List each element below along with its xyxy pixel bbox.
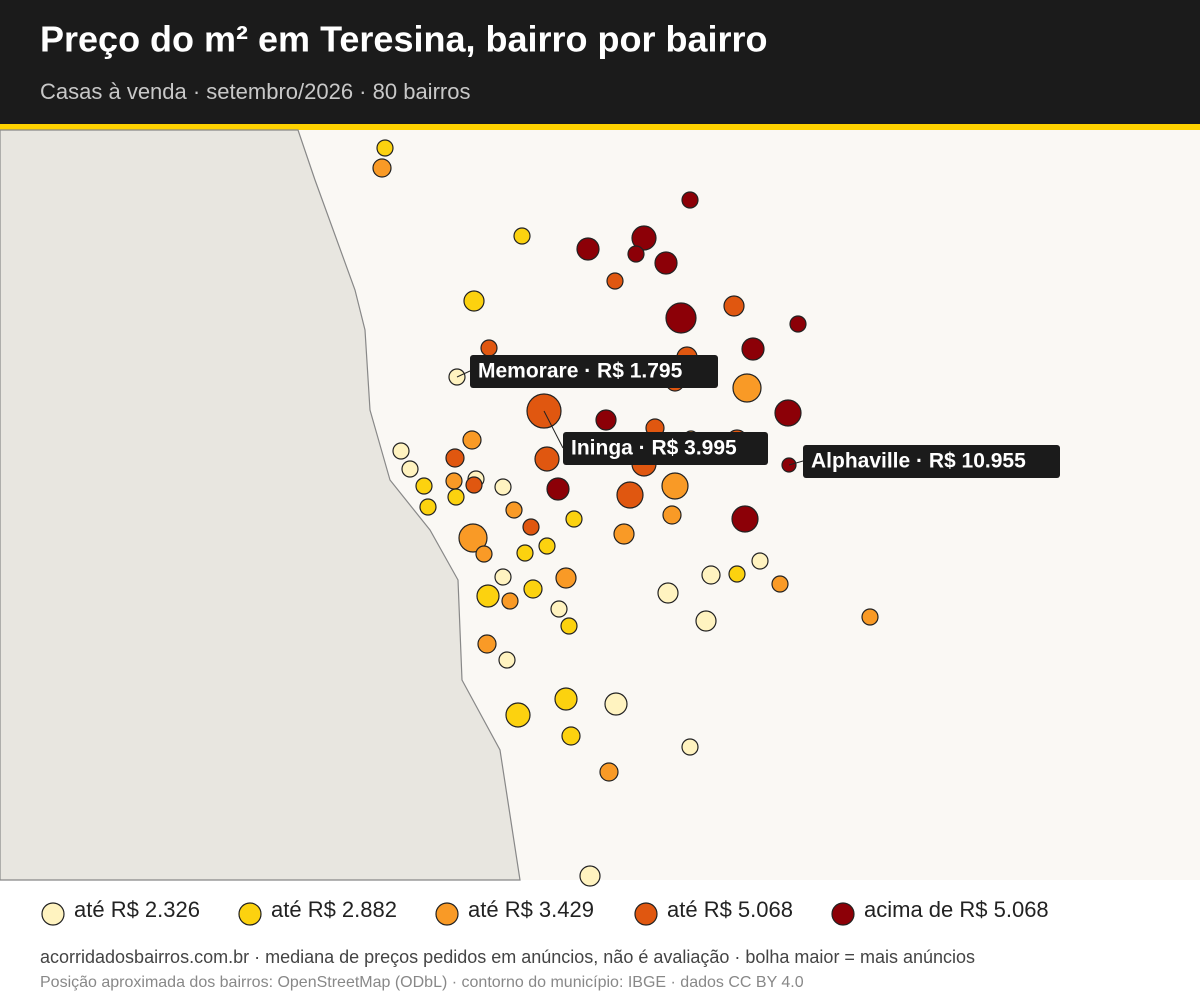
bubbles — [372, 139, 879, 887]
annotation-label: Ininga · R$ 3.995 — [571, 437, 737, 460]
bubble — [462, 430, 482, 450]
label-box — [803, 445, 1060, 478]
subtitle: Casas à venda · setembro/2026 · 80 bairr… — [40, 79, 470, 104]
legend-label: até R$ 2.326 — [74, 897, 200, 922]
bubble — [534, 446, 560, 472]
footer-source: acorridadosbairros.com.br · mediana de p… — [40, 947, 975, 967]
bubble — [560, 617, 578, 635]
legend-label: acima de R$ 5.068 — [864, 897, 1049, 922]
leader-line — [543, 410, 564, 449]
legend-swatch — [435, 902, 459, 926]
legend-swatch — [831, 902, 855, 926]
bubble — [538, 537, 556, 555]
legend-swatch — [41, 902, 65, 926]
bubble — [476, 584, 500, 608]
bubble — [723, 295, 745, 317]
legend-label: até R$ 2.882 — [271, 897, 397, 922]
bubble — [774, 399, 802, 427]
leader-line — [456, 370, 471, 378]
bubble — [494, 478, 512, 496]
bubble — [516, 544, 534, 562]
bubble — [616, 481, 644, 509]
bubble — [732, 373, 762, 403]
bubble — [498, 651, 516, 669]
outside-area — [0, 129, 521, 881]
bubble — [415, 477, 433, 495]
annotation-label: Memorare · R$ 1.795 — [478, 360, 683, 383]
bubble — [445, 448, 465, 468]
label-box — [470, 355, 718, 388]
bubble — [480, 339, 498, 357]
bubble — [631, 225, 657, 251]
bubble — [561, 726, 581, 746]
bubble — [419, 498, 437, 516]
bubble — [681, 738, 699, 756]
bubble — [447, 488, 465, 506]
bubble — [661, 472, 689, 500]
header-accent — [0, 124, 1200, 130]
bubble — [372, 158, 392, 178]
bubble — [463, 290, 485, 312]
legend-label: até R$ 3.429 — [468, 897, 594, 922]
bubble — [604, 692, 628, 716]
bubble — [695, 610, 717, 632]
bubble — [681, 191, 699, 209]
bubble — [401, 460, 419, 478]
legend-swatch — [634, 902, 658, 926]
bubble — [523, 579, 543, 599]
legend-label: até R$ 5.068 — [667, 897, 793, 922]
bubble — [445, 472, 463, 490]
bubble — [376, 139, 394, 157]
bubble — [701, 565, 721, 585]
legend: até R$ 2.326 até R$ 2.882 até R$ 3.429 até … — [41, 897, 1049, 926]
bubble — [546, 477, 570, 501]
bubble — [654, 251, 678, 275]
bubble — [565, 510, 583, 528]
bubble — [477, 634, 497, 654]
bubble — [613, 523, 635, 545]
bubble — [579, 865, 601, 887]
bubble — [861, 608, 879, 626]
bubble — [606, 272, 624, 290]
bubble — [627, 245, 645, 263]
bubble — [494, 568, 512, 586]
bubble — [458, 523, 488, 553]
bubble — [751, 552, 769, 570]
bubble — [555, 567, 577, 589]
title: Preço do m² em Teresina, bairro por bair… — [40, 19, 768, 60]
bubble — [665, 302, 697, 334]
bubble — [741, 337, 765, 361]
bubble — [392, 442, 410, 460]
bubble — [522, 518, 540, 536]
bubble — [505, 702, 531, 728]
bubble — [501, 592, 519, 610]
bubble — [550, 600, 568, 618]
bubble — [465, 476, 483, 494]
annotation-label: Alphaville · R$ 10.955 — [811, 450, 1026, 473]
bubble — [475, 545, 493, 563]
bubble — [599, 762, 619, 782]
header-bg — [0, 0, 1200, 125]
bubble — [505, 501, 523, 519]
leader-line — [788, 460, 804, 466]
bubble — [513, 227, 531, 245]
annotations: Memorare · R$ 1.795 Ininga · R$ 3.995 Alph… — [456, 355, 1060, 478]
bubble — [657, 582, 679, 604]
bubble — [789, 315, 807, 333]
bubble — [554, 687, 578, 711]
legend-swatch — [238, 902, 262, 926]
label-box — [563, 432, 768, 465]
bubble — [728, 565, 746, 583]
bubble — [662, 505, 682, 525]
bubble — [576, 237, 600, 261]
bubble — [595, 409, 617, 431]
bubble — [731, 505, 759, 533]
footer-credits: Posição aproximada dos bairros: OpenStre… — [40, 974, 804, 991]
bubble — [771, 575, 789, 593]
